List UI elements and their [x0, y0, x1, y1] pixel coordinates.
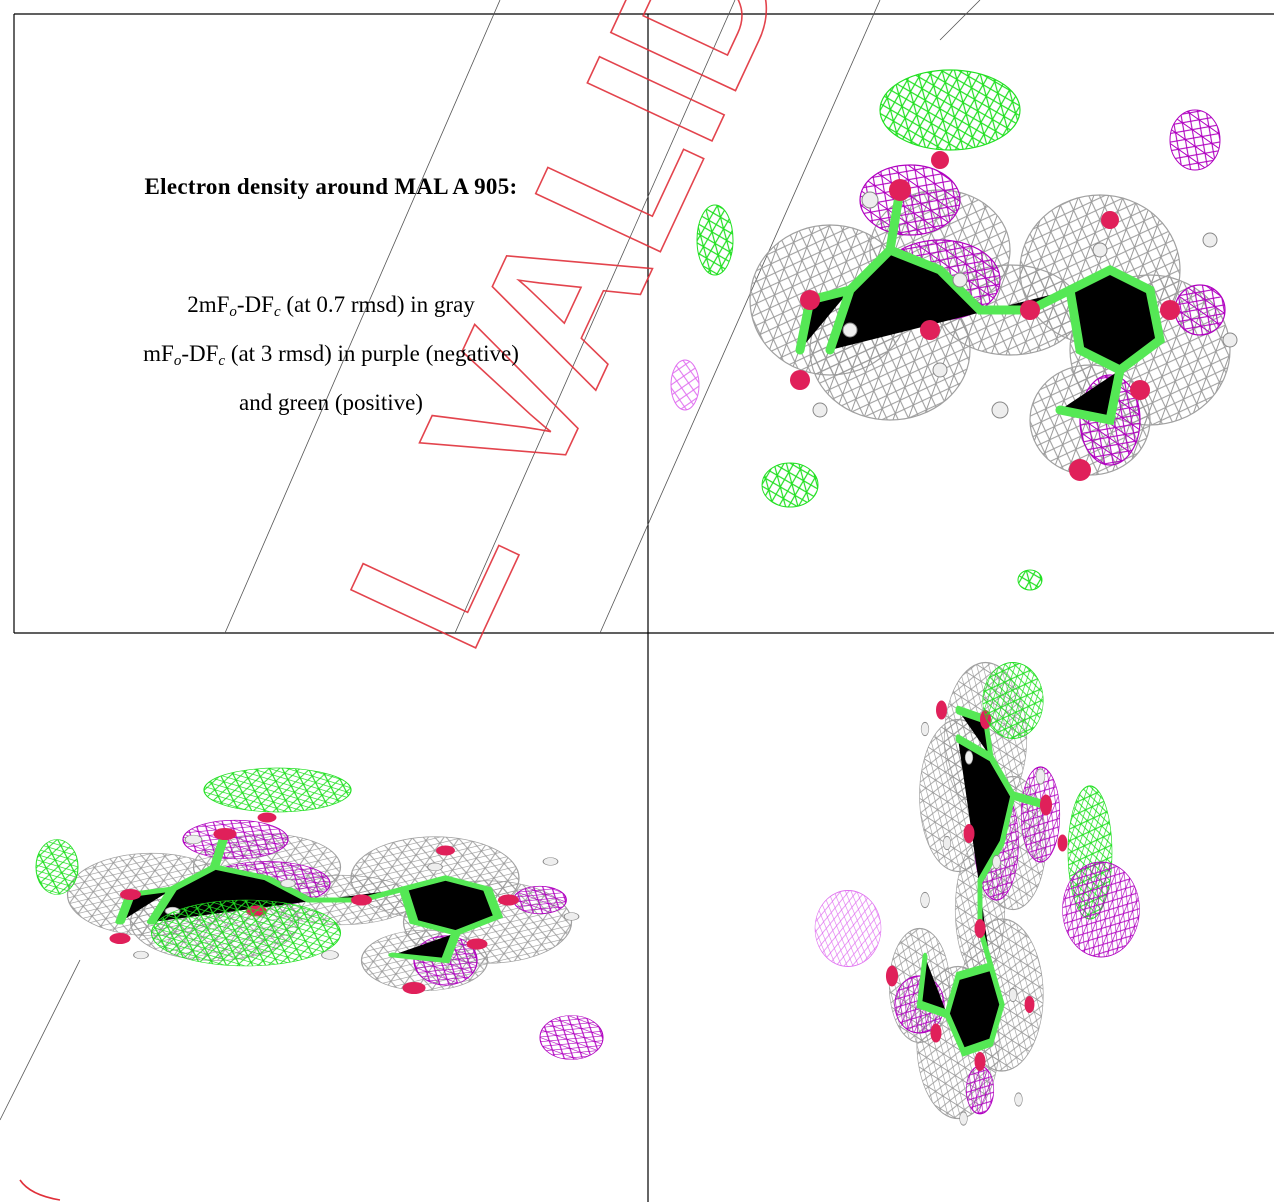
page: L VALID Electron density around MAL A 90… — [0, 0, 1274, 1202]
density-view-3 — [815, 663, 1140, 1126]
text-run: (at 3 rmsd) in purple (negative) — [225, 341, 519, 366]
text-run: -DF — [181, 341, 218, 366]
description-line: mFo-DFc (at 3 rmsd) in purple (negative) — [14, 333, 648, 382]
subscript: o — [229, 304, 237, 320]
subscript: c — [274, 304, 281, 320]
text-run: 2mF — [187, 292, 229, 317]
text-run: -DF — [237, 292, 274, 317]
density-view-2 — [36, 768, 603, 1060]
panel-title: Electron density around MAL A 905: — [14, 174, 648, 200]
text-run: and green (positive) — [239, 390, 423, 415]
text-run: mF — [143, 341, 174, 366]
description-line: 2mFo-DFc (at 0.7 rmsd) in gray — [14, 284, 648, 333]
watermark-fragment — [20, 1180, 60, 1200]
text-run: (at 0.7 rmsd) in gray — [281, 292, 475, 317]
description-line: and green (positive) — [14, 382, 648, 424]
